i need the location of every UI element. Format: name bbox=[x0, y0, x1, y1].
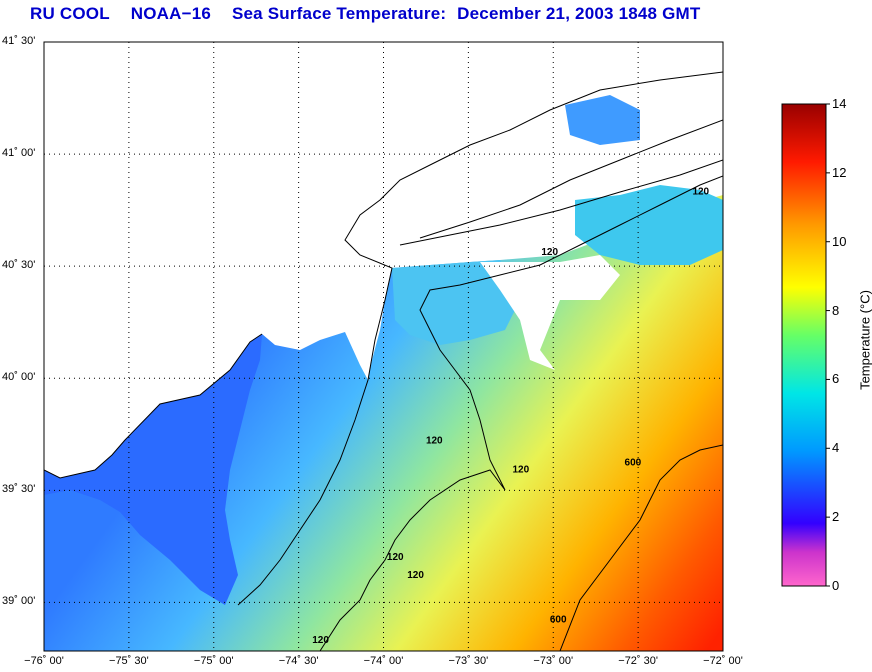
lon-tick-label: −72˚ 00' bbox=[703, 655, 743, 667]
colorbar-title: Temperature (°C) bbox=[857, 290, 872, 390]
contour-label: 120 bbox=[407, 570, 424, 581]
colorbar-tick-label: 8 bbox=[832, 302, 840, 318]
lat-tick-label: 40˚ 00' bbox=[2, 371, 36, 384]
long-island-north-shore bbox=[419, 119, 723, 239]
lon-tick-label: −75˚ 30' bbox=[109, 655, 149, 667]
coastline bbox=[237, 71, 723, 606]
title-program: RU COOL bbox=[30, 4, 110, 23]
lon-tick-label: −72˚ 30' bbox=[618, 655, 658, 667]
map-title: RU COOL NOAA−16 Sea Surface Temperature:… bbox=[30, 4, 717, 24]
contour-label: 600 bbox=[625, 458, 642, 469]
lat-tick-label: 41˚ 00' bbox=[2, 147, 36, 160]
contour-label: 600 bbox=[550, 615, 567, 626]
delaware-bay bbox=[44, 334, 262, 605]
ny-bight-water bbox=[392, 260, 520, 345]
cloud-mask bbox=[480, 255, 620, 370]
sst-field bbox=[44, 71, 723, 651]
contour-label: 120 bbox=[541, 247, 558, 258]
lon-tick-label: −74˚ 30' bbox=[278, 655, 319, 667]
colorbar-ticks bbox=[826, 103, 830, 587]
contour-label: 120 bbox=[692, 186, 709, 197]
contour-label: 120 bbox=[513, 464, 530, 475]
lon-tick-label: −76˚ 00' bbox=[24, 655, 64, 667]
colorbar-tick-label: 6 bbox=[832, 371, 840, 387]
lon-tick-label: −73˚ 00' bbox=[533, 655, 574, 667]
title-product: Sea Surface Temperature: bbox=[231, 4, 447, 23]
colorbar-tick-label: 10 bbox=[832, 233, 847, 249]
title-satellite: NOAA−16 bbox=[130, 4, 212, 23]
lon-tick-label: −74˚ 00' bbox=[363, 655, 404, 667]
colorbar-tick-label: 12 bbox=[832, 164, 847, 180]
map-frame bbox=[43, 41, 724, 652]
title-datetime: December 21, 2003 1848 GMT bbox=[457, 4, 701, 23]
contour-label: 120 bbox=[426, 435, 443, 446]
colorbar-tick-label: 0 bbox=[832, 578, 840, 593]
lat-tick-label: 41˚ 30' bbox=[2, 35, 36, 47]
colorbar-tick-label: 4 bbox=[832, 440, 840, 456]
contour-120m bbox=[319, 175, 723, 651]
south-long-island-water bbox=[575, 185, 723, 265]
contour-600m bbox=[559, 444, 723, 651]
delaware-river-coast bbox=[44, 333, 263, 479]
colorbar bbox=[781, 103, 827, 587]
colorbar-tick-label: 14 bbox=[832, 96, 847, 111]
lon-tick-label: −73˚ 30' bbox=[448, 655, 489, 667]
long-island-sound bbox=[565, 95, 640, 145]
colorbar-tick-label: 2 bbox=[832, 509, 840, 525]
lat-tick-label: 40˚ 30' bbox=[2, 259, 36, 272]
lat-lon-grid bbox=[44, 42, 723, 651]
lat-tick-label: 39˚ 00' bbox=[2, 595, 36, 608]
lat-tick-label: 39˚ 30' bbox=[2, 483, 36, 496]
long-island-south-shore bbox=[399, 159, 723, 246]
contour-label: 120 bbox=[312, 635, 329, 646]
lon-tick-label: −75˚ 00' bbox=[193, 655, 234, 667]
contour-label: 120 bbox=[387, 552, 404, 563]
